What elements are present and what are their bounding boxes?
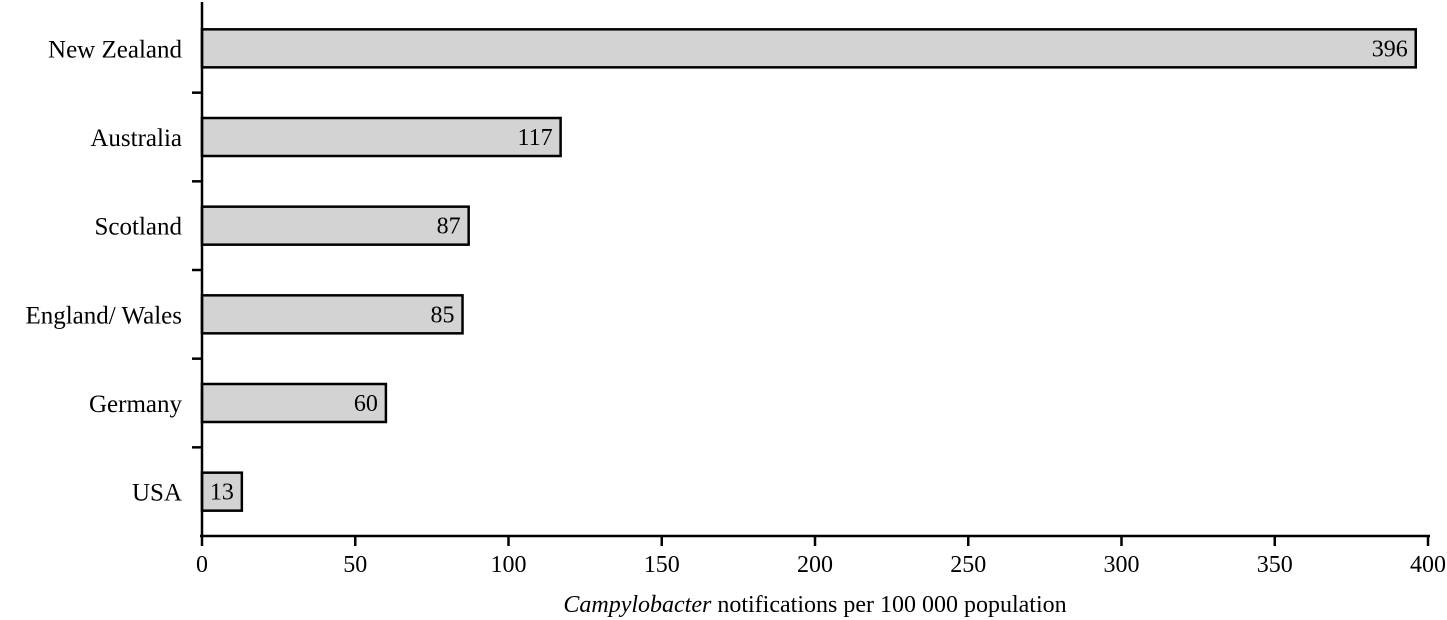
category-labels-group: New Zealand Australia Scotland England/ Wal… <box>25 36 182 506</box>
x-tick-label: 250 <box>950 552 986 578</box>
bar-value-label: 396 <box>1372 36 1408 62</box>
x-tick-label: 200 <box>797 552 833 578</box>
bar-scotland <box>200 205 470 246</box>
bar-australia <box>200 116 562 158</box>
x-ticks-group: 0 50 100 150 200 250 300 350 400 <box>196 536 1446 578</box>
value-labels-group: 396 117 87 85 60 13 <box>210 36 1408 505</box>
category-label: USA <box>132 480 182 507</box>
x-tick-label: 100 <box>491 552 527 578</box>
bar-value-label: 117 <box>517 125 552 151</box>
bar-value-label: 60 <box>354 391 378 417</box>
bars-group <box>200 28 1417 512</box>
bar-value-label: 87 <box>437 214 461 240</box>
category-label: Australia <box>90 125 182 152</box>
x-tick-label: 50 <box>343 552 367 578</box>
x-tick-label: 400 <box>1410 552 1446 578</box>
category-label: England/ Wales <box>25 302 182 329</box>
x-tick-label: 350 <box>1257 552 1293 578</box>
category-label: New Zealand <box>48 36 182 63</box>
x-axis-title-italic: Campylobacter <box>563 592 712 618</box>
x-axis-title: Campylobacter notifications per 100 000 … <box>563 592 1066 618</box>
category-label: Scotland <box>95 214 183 241</box>
bar-england-wales <box>200 294 464 335</box>
bar-value-label: 85 <box>431 302 455 328</box>
x-axis-title-rest: notifications per 100 000 population <box>711 592 1066 618</box>
category-label: Germany <box>89 391 183 418</box>
bar-new-zealand <box>200 28 1417 69</box>
axes-group <box>192 2 1430 538</box>
bar-usa <box>200 471 244 512</box>
bar-value-label: 13 <box>210 480 234 506</box>
x-tick-label: 300 <box>1104 552 1140 578</box>
x-tick-label: 0 <box>196 552 208 578</box>
x-tick-label: 150 <box>644 552 680 578</box>
